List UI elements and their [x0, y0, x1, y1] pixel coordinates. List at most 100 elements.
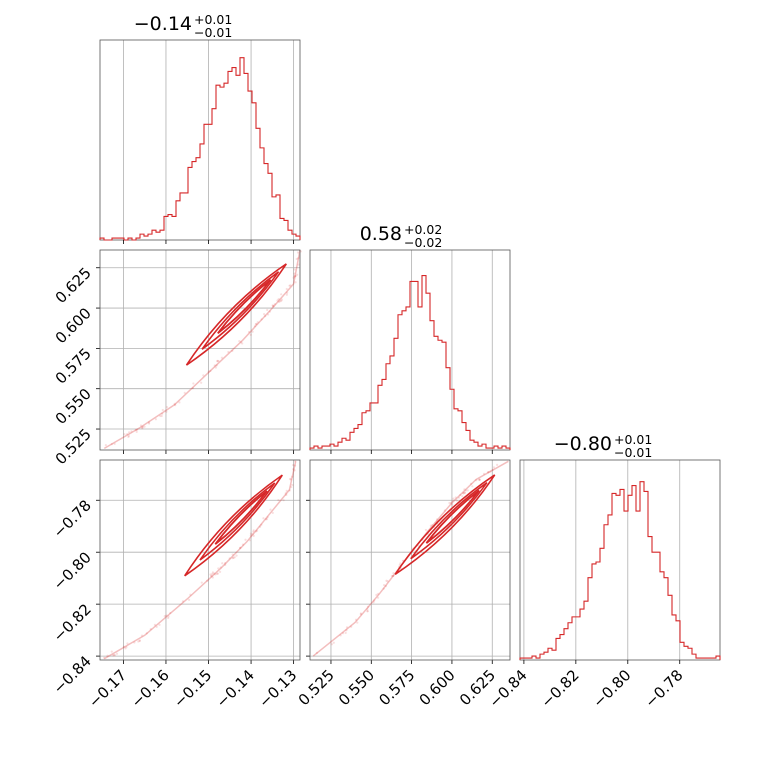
scatter-point: [181, 600, 185, 603]
scatter-point: [224, 563, 227, 566]
y-tick-label: −0.80: [50, 548, 95, 593]
x-tick-label: −0.14: [213, 666, 258, 711]
scatter-point: [264, 314, 267, 318]
scatter-point: [200, 381, 203, 384]
scatter-point: [293, 272, 296, 275]
scatter-point: [345, 629, 348, 632]
x-tick-label: −0.13: [255, 666, 300, 711]
scatter-point: [457, 496, 461, 499]
scatter-point: [289, 478, 292, 481]
scatter-point: [232, 556, 235, 559]
scatter-point: [145, 632, 148, 635]
scatter-point: [285, 287, 288, 291]
scatter-point: [252, 529, 255, 532]
scatter-point: [293, 464, 297, 467]
scatter-point: [217, 359, 220, 363]
title-minus-error: −0.01: [194, 25, 232, 40]
contour-outer: [184, 474, 283, 577]
scatter-point: [463, 488, 466, 491]
y-tick-label: −0.82: [50, 600, 95, 645]
scatter-point: [315, 651, 318, 654]
scatter-point: [392, 574, 395, 577]
scatter-point: [253, 325, 256, 328]
scatter-point: [211, 576, 214, 579]
panel-frame: [99, 39, 301, 241]
scatter-points: [104, 250, 302, 447]
scatter-point: [216, 359, 219, 362]
scatter-point: [375, 593, 378, 596]
scatter-point: [342, 632, 345, 635]
title-value: −0.80: [554, 433, 612, 455]
panel-title-1: 0.58 +0.02−0.02: [360, 222, 443, 250]
title-value: −0.14: [134, 13, 192, 35]
scatter-point: [280, 298, 283, 301]
scatter-point: [293, 275, 296, 278]
panel-title-0: −0.14 +0.01−0.01: [134, 12, 233, 40]
x-tick-label: 0.600: [416, 666, 459, 709]
x-tick-label: −0.16: [128, 666, 173, 711]
scatter-point: [231, 349, 234, 353]
panel-frame: [99, 249, 301, 451]
scatter-point: [279, 300, 282, 303]
scatter-point: [255, 529, 259, 532]
scatter-point: [135, 430, 138, 433]
scatter-point: [392, 572, 395, 575]
scatter-point: [455, 499, 458, 502]
scatter-point: [249, 534, 252, 537]
x-tick-label: −0.15: [170, 666, 215, 711]
title-minus-error: −0.01: [614, 445, 652, 460]
scatter-point: [213, 364, 216, 367]
scatter-point: [464, 489, 468, 492]
scatter-point: [294, 460, 297, 463]
scatter-point: [165, 410, 168, 413]
scatter-point: [169, 611, 172, 615]
scatter-point: [238, 546, 242, 550]
title-value: 0.58: [360, 223, 402, 245]
y-tick-label: 0.625: [52, 264, 95, 307]
scatter-point: [293, 469, 296, 472]
scatter-point: [244, 538, 247, 541]
scatter-point: [139, 424, 143, 427]
scatter-point: [112, 654, 115, 657]
scatter-point: [359, 612, 362, 615]
scatter-point: [356, 621, 359, 624]
scatter-point: [292, 463, 295, 467]
scatter-point: [228, 557, 231, 560]
scatter-point: [429, 524, 432, 527]
scatter-point: [238, 340, 241, 343]
scatter-point: [366, 610, 369, 613]
contour-middle: [199, 482, 276, 561]
scatter-point: [173, 402, 176, 405]
scatter-point: [130, 430, 133, 433]
scatter-point: [210, 574, 213, 577]
scatter-point: [133, 641, 136, 644]
scatter-point: [187, 598, 191, 601]
scatter-point: [293, 268, 296, 271]
scatter-point: [231, 557, 234, 560]
scatter-point: [215, 364, 218, 367]
contour-panel-0-2: [96, 459, 301, 664]
density-tail: [103, 249, 301, 450]
scatter-point: [213, 572, 216, 575]
scatter-point: [266, 516, 269, 519]
scatter-point: [110, 443, 113, 446]
scatter-point: [277, 298, 280, 301]
scatter-point: [161, 412, 164, 415]
scatter-point: [202, 374, 205, 377]
scatter-point: [399, 562, 402, 565]
x-tick-label: 0.550: [335, 666, 378, 709]
scatter-point: [249, 532, 253, 535]
scatter-point: [165, 614, 168, 617]
scatter-point: [288, 489, 291, 492]
scatter-point: [262, 517, 265, 520]
scatter-point: [386, 580, 389, 583]
scatter-point: [391, 574, 395, 577]
contour-middle: [201, 271, 280, 350]
panel-frame: [99, 459, 301, 661]
x-tick-label: −0.82: [537, 666, 582, 711]
scatter-point: [273, 303, 276, 306]
scatter-point: [103, 656, 106, 659]
scatter-point: [167, 615, 170, 618]
scatter-point: [269, 508, 272, 511]
scatter-point: [214, 573, 217, 576]
